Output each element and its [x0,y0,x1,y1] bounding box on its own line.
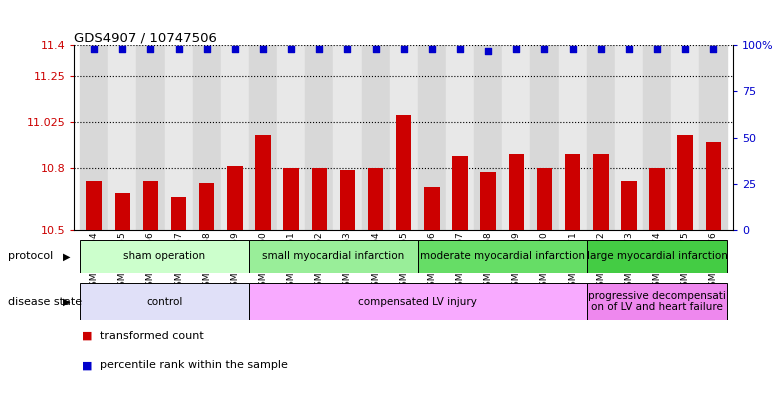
Text: ▶: ▶ [63,252,71,261]
Text: percentile rank within the sample: percentile rank within the sample [100,360,288,371]
Point [622,46,635,52]
Text: small myocardial infarction: small myocardial infarction [263,252,405,261]
Point [594,46,607,52]
Point [510,46,523,52]
Text: large myocardial infarction: large myocardial infarction [586,252,728,261]
Bar [615,45,643,230]
Bar [424,187,440,230]
Bar [143,181,158,230]
Bar [199,183,215,230]
Bar [256,136,270,230]
Point [707,46,720,52]
Text: sham operation: sham operation [123,252,205,261]
Bar [165,45,193,230]
Point [426,46,438,52]
Text: ▶: ▶ [63,297,71,307]
Bar [593,154,608,230]
Bar [446,45,474,230]
Bar [171,197,187,230]
Bar [621,181,637,230]
Bar [249,240,418,273]
Point [454,46,466,52]
Bar [114,193,130,230]
Point [285,46,297,52]
Bar [503,45,531,230]
Text: protocol: protocol [8,252,53,261]
Point [172,46,185,52]
Bar [108,45,136,230]
Point [201,46,213,52]
Bar [509,154,524,230]
Bar [80,283,249,320]
Point [144,46,157,52]
Point [651,46,663,52]
Point [369,46,382,52]
Point [116,46,129,52]
Bar [311,168,327,230]
Bar [586,240,728,273]
Point [313,46,325,52]
Bar [649,168,665,230]
Bar [396,115,412,230]
Text: compensated LV injury: compensated LV injury [358,297,477,307]
Bar [80,240,249,273]
Bar [249,45,277,230]
Bar [368,168,383,230]
Text: progressive decompensati
on of LV and heart failure: progressive decompensati on of LV and he… [588,291,726,312]
Point [257,46,270,52]
Point [88,46,100,52]
Bar [671,45,699,230]
Bar [227,166,242,230]
Bar [481,173,496,230]
Bar [531,45,558,230]
Bar [677,136,693,230]
Bar [586,283,728,320]
Point [229,46,241,52]
Point [482,48,495,54]
Bar [643,45,671,230]
Bar [418,240,586,273]
Point [341,46,354,52]
Bar [390,45,418,230]
Bar [699,45,728,230]
Bar [474,45,503,230]
Text: ■: ■ [82,331,93,341]
Bar [452,156,468,230]
Bar [333,45,361,230]
Text: moderate myocardial infarction: moderate myocardial infarction [419,252,585,261]
Text: disease state: disease state [8,297,82,307]
Bar [284,168,299,230]
Bar [706,141,721,230]
Bar [249,283,586,320]
Bar [136,45,165,230]
Bar [193,45,221,230]
Bar [221,45,249,230]
Point [538,46,550,52]
Point [397,46,410,52]
Bar [305,45,333,230]
Bar [537,168,552,230]
Bar [586,45,615,230]
Bar [277,45,305,230]
Bar [86,181,102,230]
Bar [418,45,446,230]
Text: control: control [147,297,183,307]
Bar [565,154,580,230]
Point [566,46,579,52]
Text: GDS4907 / 10747506: GDS4907 / 10747506 [74,31,217,44]
Bar [80,45,108,230]
Bar [361,45,390,230]
Text: ■: ■ [82,360,93,371]
Text: transformed count: transformed count [100,331,203,341]
Bar [339,171,355,230]
Bar [558,45,586,230]
Point [679,46,691,52]
